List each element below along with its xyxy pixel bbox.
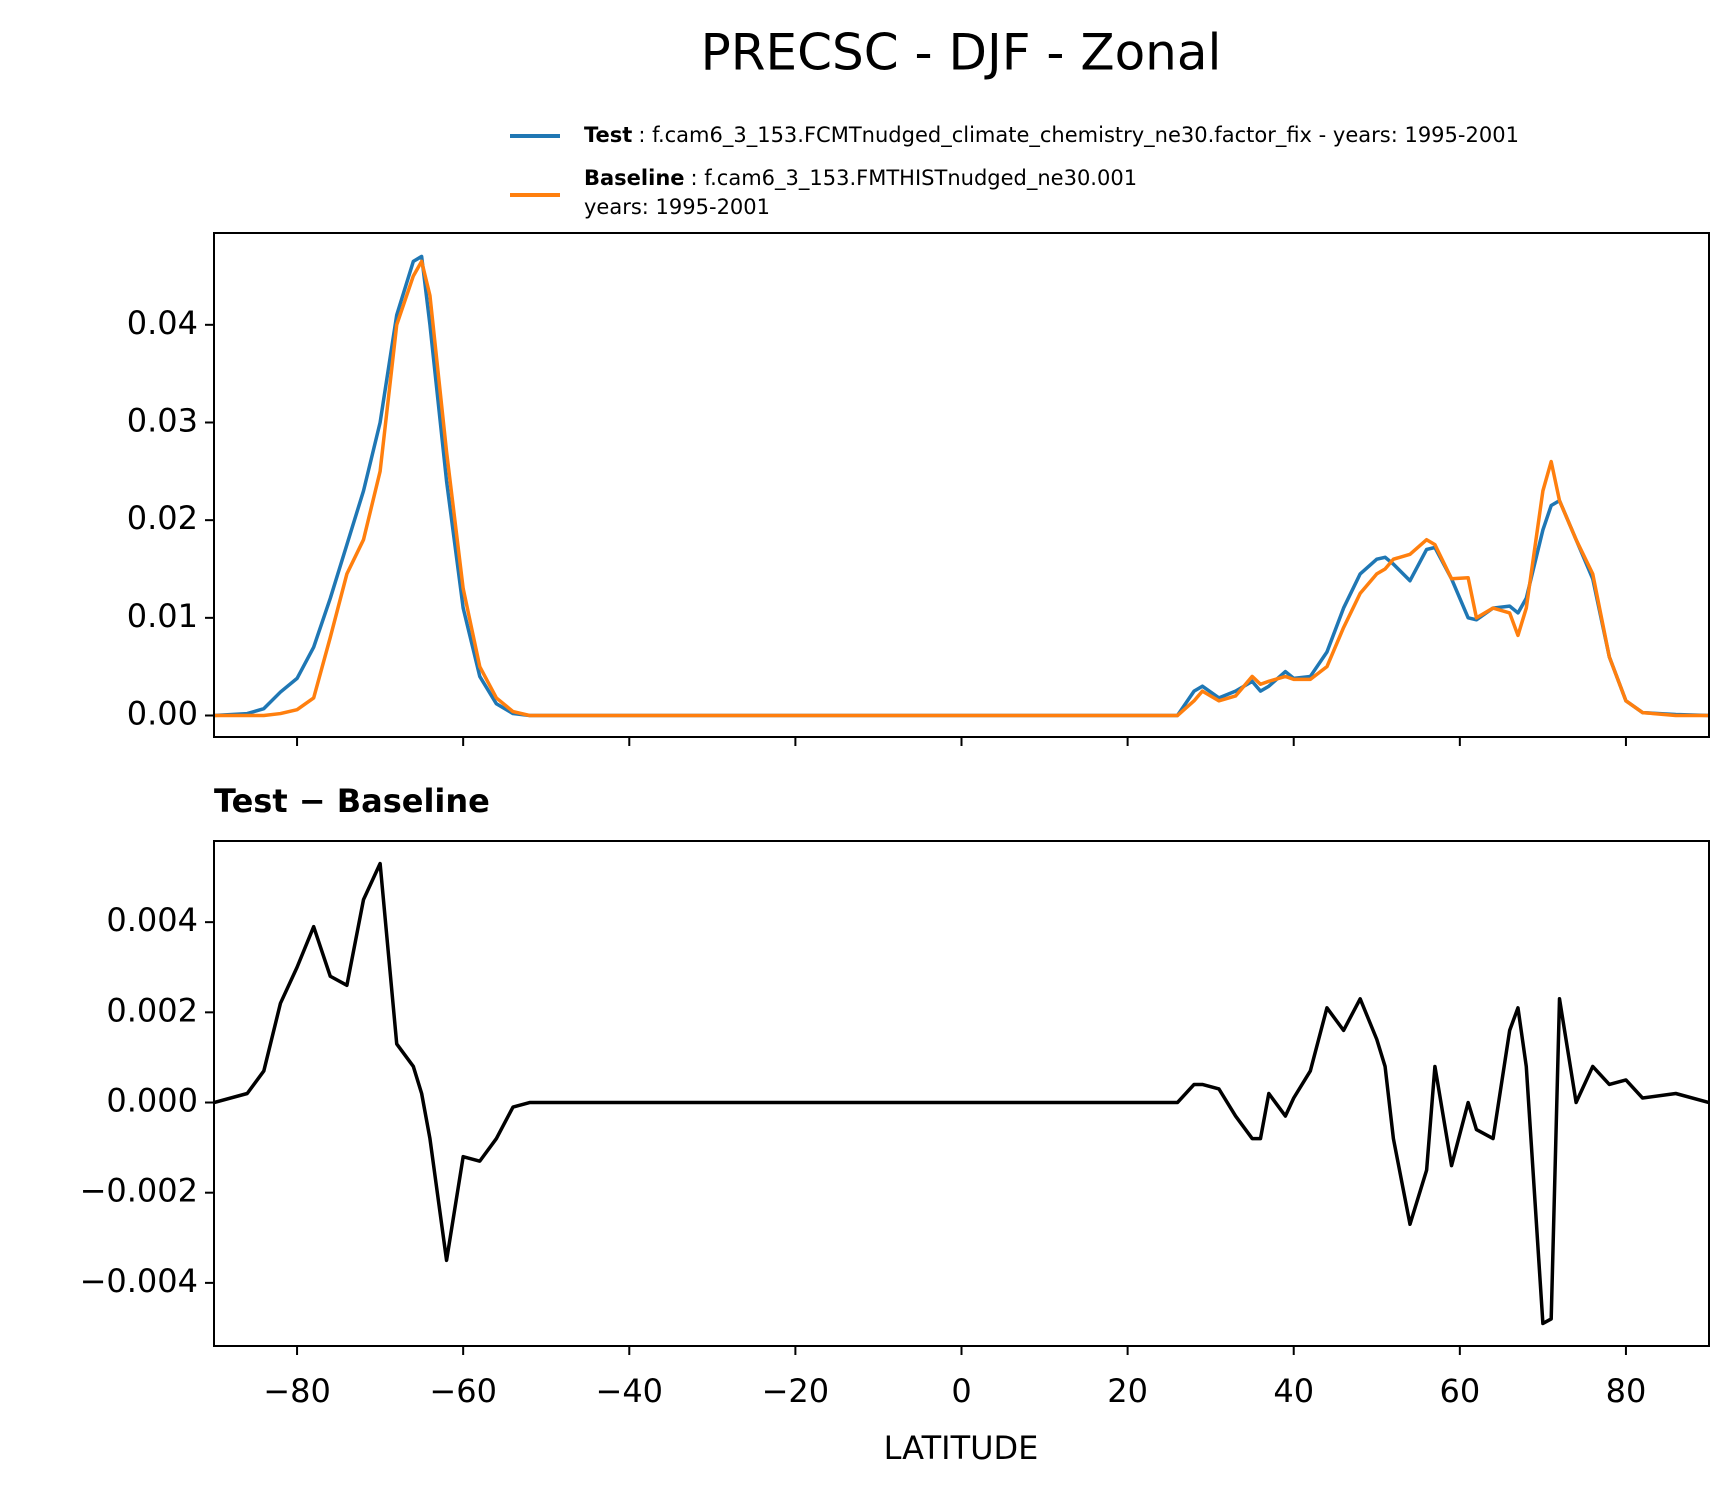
x-tick-label: −20 (762, 1372, 830, 1410)
legend-label: Test: f.cam6_3_153.FCMTnudged_climate_ch… (584, 123, 1519, 148)
axes-frame (213, 232, 1710, 738)
x-tick-label: 0 (951, 1372, 971, 1410)
x-tick-label: −80 (263, 1372, 331, 1410)
legend-description: : f.cam6_3_153.FMTHISTnudged_ne30.001 (691, 166, 1138, 191)
legend-label: Baseline: f.cam6_3_153.FMTHISTnudged_ne3… (584, 166, 1137, 191)
plot-area (214, 861, 1709, 1326)
data-line (214, 254, 1709, 718)
x-tick-label: 60 (1439, 1372, 1480, 1410)
y-tick-label: 0.002 (106, 991, 198, 1029)
y-tick-label: 0.000 (106, 1082, 198, 1120)
y-tick-label: 0.004 (106, 901, 198, 939)
legend-series-name: Baseline (584, 166, 685, 190)
x-tick-label: 20 (1107, 1372, 1148, 1410)
legend-label: years: 1995-2001 (584, 195, 770, 219)
y-tick-label: 0.02 (127, 499, 198, 537)
y-tick-label: 0.04 (127, 304, 198, 342)
x-tick-label: 80 (1606, 1372, 1647, 1410)
y-tick-label: 0.01 (127, 597, 198, 635)
data-line (214, 861, 1709, 1326)
data-line (214, 259, 1709, 718)
x-tick-label: −60 (429, 1372, 497, 1410)
chart-title: PRECSC - DJF - Zonal (701, 24, 1222, 82)
legend-description: : f.cam6_3_153.FCMTnudged_climate_chemis… (638, 123, 1519, 148)
x-axis-label: LATITUDE (884, 1429, 1039, 1467)
y-tick-label: −0.004 (80, 1262, 198, 1300)
y-tick-label: 0.00 (127, 695, 198, 733)
x-tick-label: −40 (596, 1372, 664, 1410)
x-tick-label: 40 (1273, 1372, 1314, 1410)
legend-series-name: Test (584, 123, 632, 147)
y-tick-label: −0.002 (80, 1172, 198, 1210)
plot-area (214, 254, 1709, 718)
y-tick-label: 0.03 (127, 401, 198, 439)
axes-frame (213, 840, 1710, 1347)
subplot-title: Test − Baseline (214, 782, 490, 820)
